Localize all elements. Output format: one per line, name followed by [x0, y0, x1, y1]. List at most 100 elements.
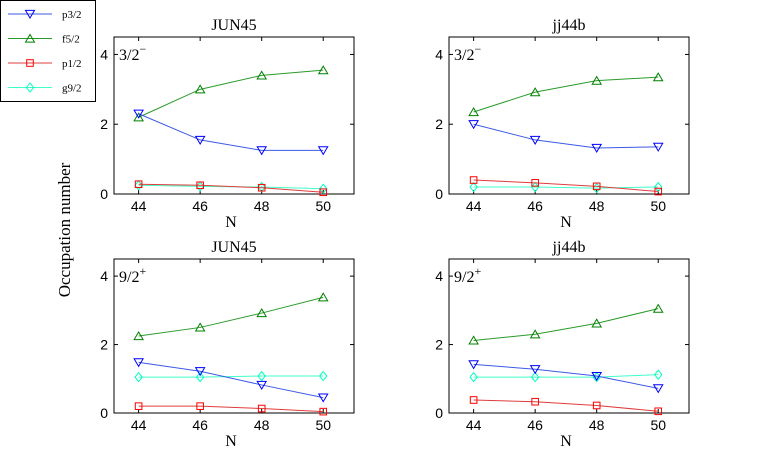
data-point-f5-2: [529, 87, 541, 97]
legend-label-p1-2: p1/2: [62, 58, 82, 70]
x-tick-label: 44: [466, 417, 482, 433]
data-point-p1-2: [319, 188, 328, 197]
data-point-f5-2: [317, 292, 329, 302]
legend-label-g9-2: g9/2: [62, 83, 82, 95]
x-tick-label: 48: [589, 198, 605, 214]
data-point-g9-2: [257, 181, 266, 193]
data-point-p1-2: [469, 396, 478, 404]
data-point-p1-2: [592, 401, 601, 410]
series-line-f5-2: [473, 76, 659, 113]
data-point-p1-2: [592, 182, 601, 191]
x-tick-label: 46: [192, 417, 208, 433]
series-line-p1-2: [473, 399, 659, 412]
data-point-g9-2: [530, 181, 540, 193]
state-label: 9/2: [119, 269, 139, 286]
data-point-p3-2: [468, 360, 479, 370]
data-point-p1-2: [469, 176, 478, 184]
x-tick-label: 48: [254, 417, 270, 433]
legend-label-f5-2: f5/2: [62, 34, 80, 46]
data-point-p1-2: [134, 402, 143, 410]
plot-frame: [448, 36, 690, 195]
shared-y-axis-label: Occupation number: [55, 162, 74, 297]
series-line-f5-2: [138, 296, 324, 337]
data-point-g9-2: [195, 371, 205, 383]
data-point-g9-2: [257, 370, 266, 382]
data-point-g9-2: [318, 183, 328, 195]
data-point-f5-2: [652, 72, 664, 82]
series-line-p1-2: [473, 179, 659, 193]
data-point-p3-2: [194, 367, 206, 377]
y-tick-label: 0: [435, 186, 443, 202]
chart-panel-4: 44 46 48 50 0 2 4 jj44b N 9/2+: [435, 239, 690, 450]
data-point-f5-2: [133, 112, 144, 122]
y-tick-label: 4: [100, 268, 108, 284]
x-axis-label: N: [560, 214, 572, 231]
data-point-f5-2: [591, 318, 603, 328]
x-axis-label: N: [225, 214, 237, 231]
data-point-p1-2: [654, 407, 663, 416]
x-tick-label: 46: [527, 417, 543, 433]
state-annotation: 3/2−: [454, 42, 481, 64]
legend-label-p3-2: p3/2: [62, 9, 82, 21]
data-point-g9-2: [469, 371, 478, 383]
data-point-p1-2: [134, 180, 143, 189]
data-point-p3-2: [529, 365, 541, 375]
x-tick-label: 50: [315, 417, 331, 433]
legend-marker-g9-2: [25, 82, 35, 93]
x-tick-label: 44: [131, 198, 147, 214]
data-point-p3-2: [317, 146, 329, 156]
y-tick-label: 2: [100, 337, 108, 353]
data-point-p3-2: [317, 393, 329, 403]
y-tick-label: 2: [435, 116, 443, 132]
data-point-p1-2: [257, 183, 266, 192]
data-point-p3-2: [256, 380, 268, 390]
y-tick-label: 0: [100, 186, 108, 202]
series-line-f5-2: [473, 308, 659, 341]
legend-marker-p1-2: [26, 59, 34, 67]
legend-box: [0, 0, 96, 102]
series-line-p3-2: [473, 123, 659, 149]
data-point-p1-2: [531, 179, 539, 187]
data-point-f5-2: [194, 322, 206, 332]
data-point-p1-2: [531, 397, 539, 406]
panel-title: JUN45: [211, 17, 256, 34]
state-parity: −: [139, 42, 146, 56]
data-point-p3-2: [652, 142, 664, 152]
data-point-f5-2: [529, 329, 541, 339]
y-tick-label: 4: [435, 268, 443, 284]
data-point-p3-2: [591, 371, 603, 382]
data-point-f5-2: [133, 330, 144, 341]
x-tick-label: 48: [589, 417, 605, 433]
state-annotation: 9/2+: [454, 264, 481, 286]
legend-marker-p3-2: [24, 9, 36, 20]
series-line-p3-2: [473, 363, 659, 389]
y-tick-label: 4: [435, 46, 443, 62]
x-tick-label: 50: [650, 417, 666, 433]
chart-panel-1: 44 46 48 50 0 2 4 JUN45 N 3/2−: [100, 17, 355, 231]
series-line-p1-2: [138, 405, 324, 413]
legend: p3/2 f5/2 p1/2 g9/2: [0, 0, 96, 102]
y-tick-label: 4: [100, 46, 108, 62]
series-line-p3-2: [138, 113, 324, 151]
y-tick-label: 0: [100, 405, 108, 421]
data-point-g9-2: [134, 371, 143, 383]
data-point-f5-2: [317, 65, 329, 75]
data-point-f5-2: [256, 308, 268, 318]
data-point-p3-2: [652, 384, 664, 394]
data-point-p3-2: [133, 109, 144, 119]
plot-frame: [113, 36, 355, 195]
data-point-f5-2: [652, 303, 664, 313]
y-tick-label: 0: [435, 405, 443, 421]
data-point-p1-2: [196, 181, 204, 190]
data-point-p3-2: [591, 143, 603, 153]
data-point-f5-2: [194, 84, 206, 94]
data-point-f5-2: [468, 335, 479, 345]
x-tick-label: 50: [650, 198, 666, 214]
series-line-g9-2: [473, 186, 659, 189]
series-line-g9-2: [138, 375, 324, 378]
data-point-p1-2: [257, 404, 266, 413]
y-tick-label: 2: [435, 337, 443, 353]
data-point-p3-2: [468, 120, 479, 130]
data-point-p3-2: [133, 358, 144, 368]
